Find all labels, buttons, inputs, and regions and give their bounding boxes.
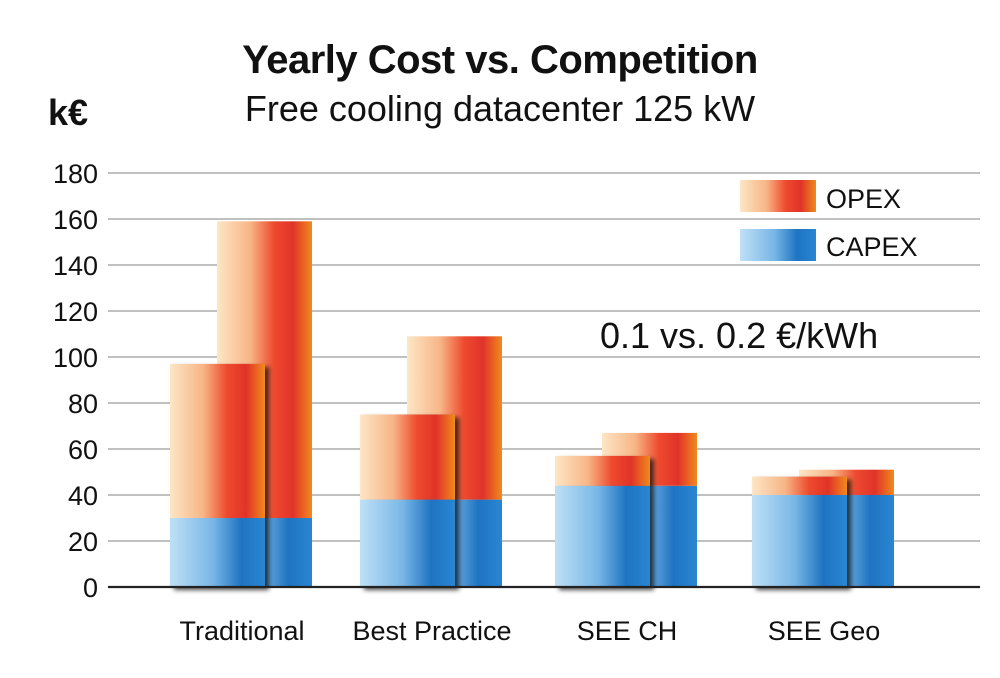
bar-capex-0.1 xyxy=(170,518,265,587)
y-tick-label: 40 xyxy=(68,481,98,511)
chart-subtitle: Free cooling datacenter 125 kW xyxy=(244,88,756,129)
front-bar-group xyxy=(555,455,650,587)
y-axis-ticks: 0 20 40 60 80 100 120 140 160 180 xyxy=(53,159,98,603)
y-tick-label: 80 xyxy=(68,389,98,419)
x-category-label: SEE Geo xyxy=(768,616,881,646)
y-tick-label: 100 xyxy=(53,343,98,373)
legend-swatch-opex xyxy=(740,180,816,212)
front-bar-group xyxy=(360,414,455,587)
x-category-label: Traditional xyxy=(179,616,304,646)
bar-capex-0.1 xyxy=(555,485,650,587)
y-tick-label: 160 xyxy=(53,205,98,235)
bar-opex-0.1 xyxy=(752,476,847,495)
price-annotation: 0.1 vs. 0.2 €/kWh xyxy=(600,315,879,356)
y-tick-label: 60 xyxy=(68,435,98,465)
bar-opex-0.1 xyxy=(170,363,265,518)
y-axis-unit-label: k€ xyxy=(48,92,89,133)
bar-opex-0.1 xyxy=(360,414,455,500)
x-category-label: Best Practice xyxy=(352,616,511,646)
legend-label-opex: OPEX xyxy=(826,184,901,214)
front-bar-group xyxy=(170,363,265,587)
legend-label-capex: CAPEX xyxy=(826,232,918,262)
x-category-label: SEE CH xyxy=(577,616,678,646)
bar-opex-0.1 xyxy=(555,455,650,486)
y-tick-label: 0 xyxy=(83,573,98,603)
bar-capex-0.1 xyxy=(360,499,455,587)
bars xyxy=(170,221,894,587)
y-tick-label: 20 xyxy=(68,527,98,557)
x-axis-categories: Traditional Best Practice SEE CH SEE Geo xyxy=(179,616,880,646)
y-tick-label: 120 xyxy=(53,297,98,327)
front-bar-group xyxy=(752,476,847,587)
y-tick-label: 140 xyxy=(53,251,98,281)
y-tick-label: 180 xyxy=(53,159,98,189)
legend-swatch-capex xyxy=(740,229,816,261)
chart-title: Yearly Cost vs. Competition xyxy=(242,38,758,82)
legend: OPEX CAPEX xyxy=(740,180,918,262)
bar-capex-0.1 xyxy=(752,495,847,587)
